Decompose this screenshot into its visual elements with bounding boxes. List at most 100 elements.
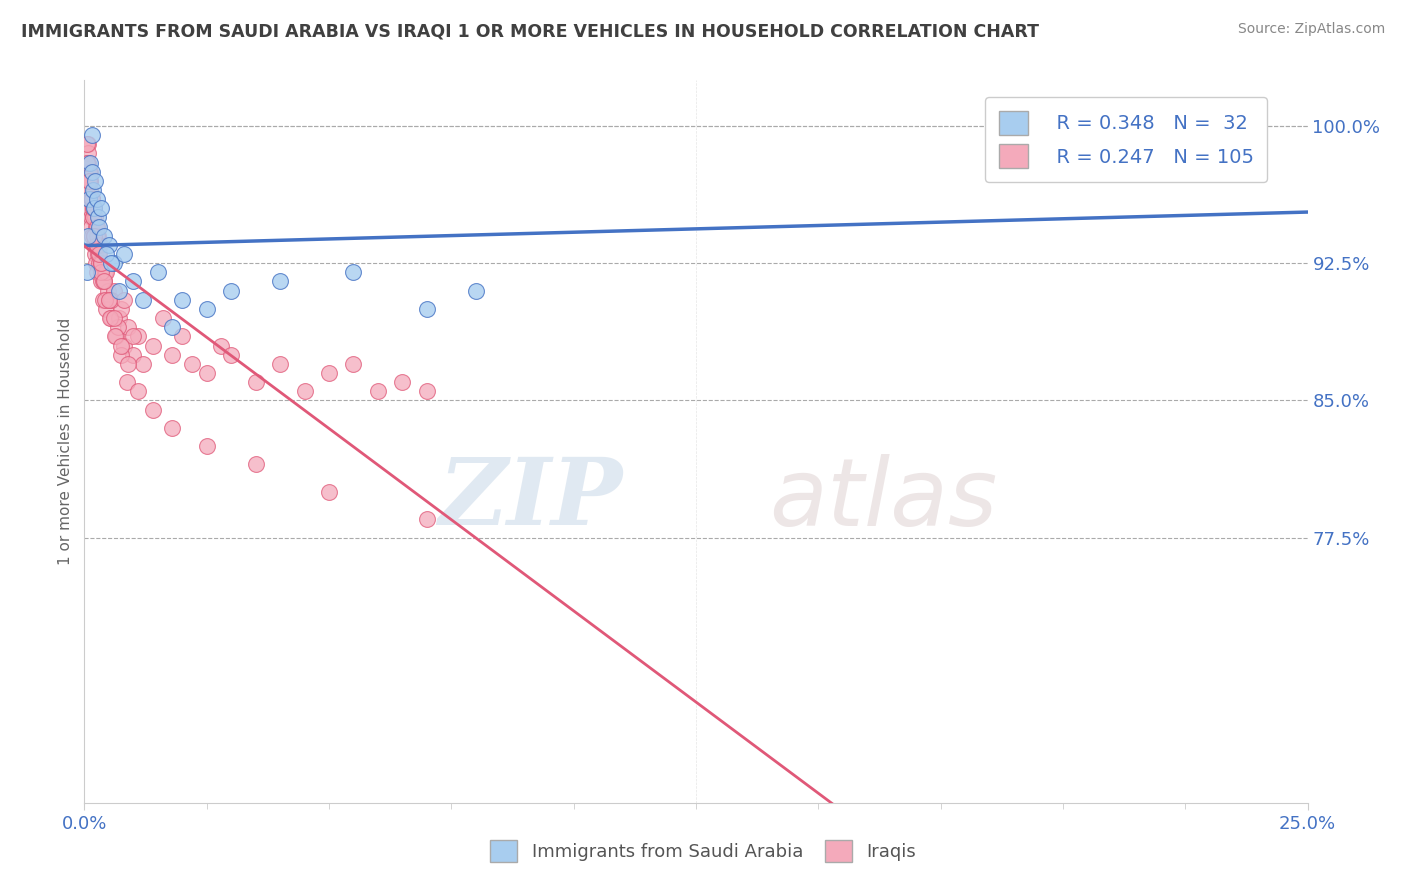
Point (100, 293, 122, 307)
Point (146, 265, 169, 279)
Point (100, 311, 122, 326)
Point (112, 293, 135, 307)
Point (100, 256, 122, 270)
Point (181, 357, 204, 371)
Point (103, 311, 125, 326)
Point (86, 238, 108, 252)
Point (416, 384, 439, 399)
Point (79, 165, 101, 179)
Point (104, 329, 127, 343)
Point (87, 238, 110, 252)
Text: Source: ZipAtlas.com: Source: ZipAtlas.com (1237, 22, 1385, 37)
Point (152, 311, 174, 326)
Point (76, 155, 98, 169)
Point (79, 183, 101, 197)
Point (342, 265, 364, 279)
Point (117, 375, 139, 389)
Point (107, 311, 129, 326)
Point (80, 219, 103, 234)
Point (391, 375, 413, 389)
Point (84, 247, 107, 261)
Point (93, 275, 115, 289)
Point (127, 329, 149, 343)
Point (219, 348, 242, 362)
Point (318, 484, 340, 499)
Point (195, 366, 218, 380)
Point (172, 293, 194, 307)
Point (87, 247, 110, 261)
Point (464, 284, 486, 298)
Point (93, 275, 115, 289)
Point (269, 357, 291, 371)
Text: ZIP: ZIP (439, 454, 623, 544)
Point (90, 202, 112, 216)
Point (142, 338, 165, 352)
Point (83, 202, 105, 216)
Point (80, 192, 103, 206)
Point (84, 256, 107, 270)
Point (86, 228, 108, 243)
Point (83, 228, 105, 243)
Point (122, 348, 145, 362)
Point (86, 228, 108, 243)
Point (83, 202, 105, 216)
Point (75, 183, 97, 197)
Point (87, 211, 110, 225)
Point (76, 265, 98, 279)
Point (79, 174, 101, 188)
Point (87, 219, 110, 234)
Point (132, 357, 155, 371)
Point (110, 338, 132, 352)
Point (76, 155, 98, 169)
Point (318, 366, 340, 380)
Point (82, 202, 104, 216)
Point (80, 192, 103, 206)
Point (132, 293, 155, 307)
Point (94, 265, 117, 279)
Point (342, 357, 364, 371)
Text: atlas: atlas (769, 454, 998, 545)
Point (82, 228, 104, 243)
Point (82, 211, 104, 225)
Legend: Immigrants from Saudi Arabia, Iraqis: Immigrants from Saudi Arabia, Iraqis (482, 833, 924, 870)
Point (83, 238, 105, 252)
Point (416, 512, 439, 526)
Point (77, 202, 100, 216)
Point (112, 247, 135, 261)
Point (83, 228, 105, 243)
Point (77, 192, 100, 206)
Point (89, 238, 111, 252)
Point (97, 238, 120, 252)
Point (122, 329, 145, 343)
Point (172, 329, 194, 343)
Point (107, 284, 129, 298)
Point (142, 402, 165, 417)
Legend:   R = 0.348   N =  32,   R = 0.247   N = 105: R = 0.348 N = 32, R = 0.247 N = 105 (986, 97, 1267, 182)
Point (76, 137, 98, 152)
Point (83, 211, 105, 225)
Point (103, 284, 125, 298)
Point (86, 265, 108, 279)
Point (107, 320, 129, 334)
Point (94, 293, 117, 307)
Point (97, 284, 120, 298)
Point (1150, 119, 1173, 133)
Point (110, 348, 132, 362)
Point (117, 320, 139, 334)
Point (80, 165, 103, 179)
Point (105, 329, 128, 343)
Point (96, 265, 118, 279)
Point (90, 265, 112, 279)
Point (219, 284, 242, 298)
Point (90, 256, 112, 270)
Point (76, 165, 98, 179)
Point (294, 384, 316, 399)
Point (76, 137, 98, 152)
Point (77, 174, 100, 188)
Point (80, 211, 103, 225)
Point (98, 311, 121, 326)
Point (245, 458, 267, 472)
Point (269, 275, 291, 289)
Point (112, 338, 135, 352)
Point (91, 275, 114, 289)
